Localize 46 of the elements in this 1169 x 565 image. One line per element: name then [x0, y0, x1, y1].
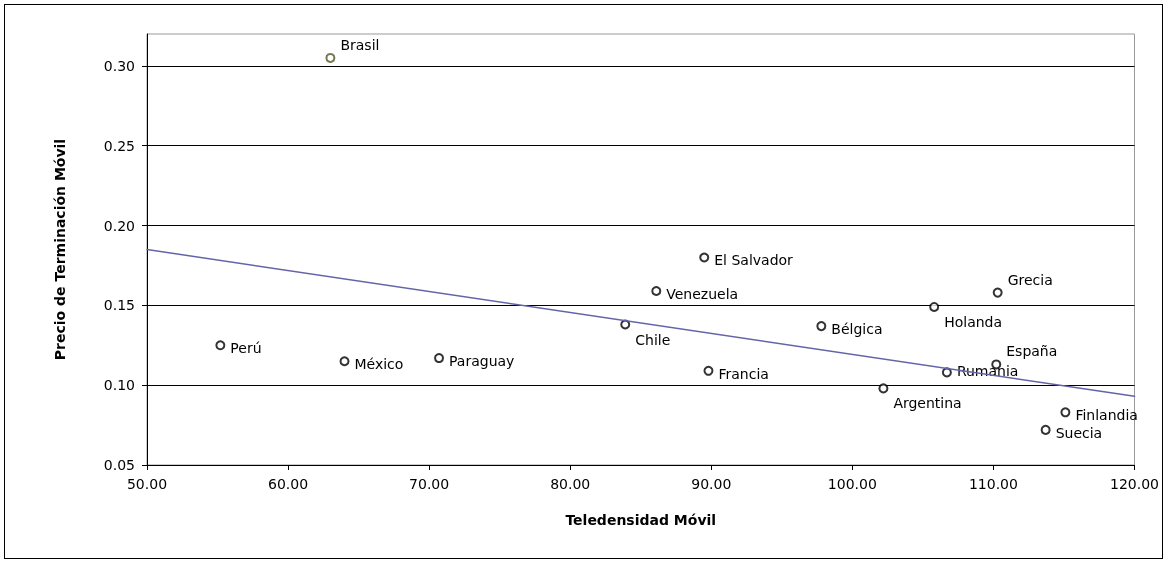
y-axis-title: Precio de Terminación Móvil — [52, 138, 68, 361]
annotation: Holanda — [944, 313, 1003, 330]
annotation: Grecia — [1007, 271, 1053, 288]
point — [816, 321, 827, 332]
y-tick-label: 0.20 — [103, 217, 135, 234]
annotation: Chile — [635, 331, 671, 348]
y-tick-label: 0.25 — [103, 137, 135, 154]
point — [992, 287, 1003, 298]
point — [325, 52, 336, 63]
point — [929, 301, 940, 312]
x-tick-label: 80.00 — [550, 476, 591, 492]
point — [434, 353, 445, 364]
point — [620, 319, 631, 330]
point — [703, 365, 714, 376]
annotation: Bélgica — [831, 321, 883, 338]
x-tick-label: 120.00 — [1110, 476, 1160, 492]
annotation: Suecia — [1055, 424, 1103, 441]
x-tick-label: 100.00 — [827, 476, 877, 492]
annotation: España — [1006, 343, 1058, 360]
point — [1040, 424, 1051, 435]
annotation: El Salvador — [714, 252, 794, 269]
x-tick-label: 70.00 — [409, 476, 450, 492]
annotation: México — [354, 356, 404, 373]
x-tick-label: 50.00 — [126, 476, 168, 492]
annotation: Perú — [230, 340, 262, 357]
y-tick-label: 0.15 — [103, 297, 135, 314]
x-tick-label: 90.00 — [691, 476, 732, 492]
x-axis-title: Teledensidad Móvil — [565, 512, 717, 528]
annotation: Francia — [718, 365, 769, 382]
annotation: Argentina — [893, 395, 962, 412]
annotation: Paraguay — [449, 353, 515, 370]
x-tick-label: 60.00 — [268, 476, 309, 492]
point — [215, 340, 226, 351]
annotation: Venezuela — [666, 286, 739, 302]
y-tick-label: 0.10 — [103, 377, 135, 394]
y-tick-label: 0.05 — [103, 457, 135, 473]
point — [1060, 407, 1071, 418]
point — [941, 367, 952, 378]
x-tick-label: 110.00 — [968, 476, 1018, 492]
y-tick-label: 0.30 — [103, 57, 135, 74]
point — [651, 286, 662, 296]
point — [878, 383, 889, 394]
annotation: Finlandia — [1075, 407, 1138, 424]
point — [699, 252, 710, 263]
point — [339, 356, 350, 367]
annotation: Brasil — [340, 36, 380, 53]
